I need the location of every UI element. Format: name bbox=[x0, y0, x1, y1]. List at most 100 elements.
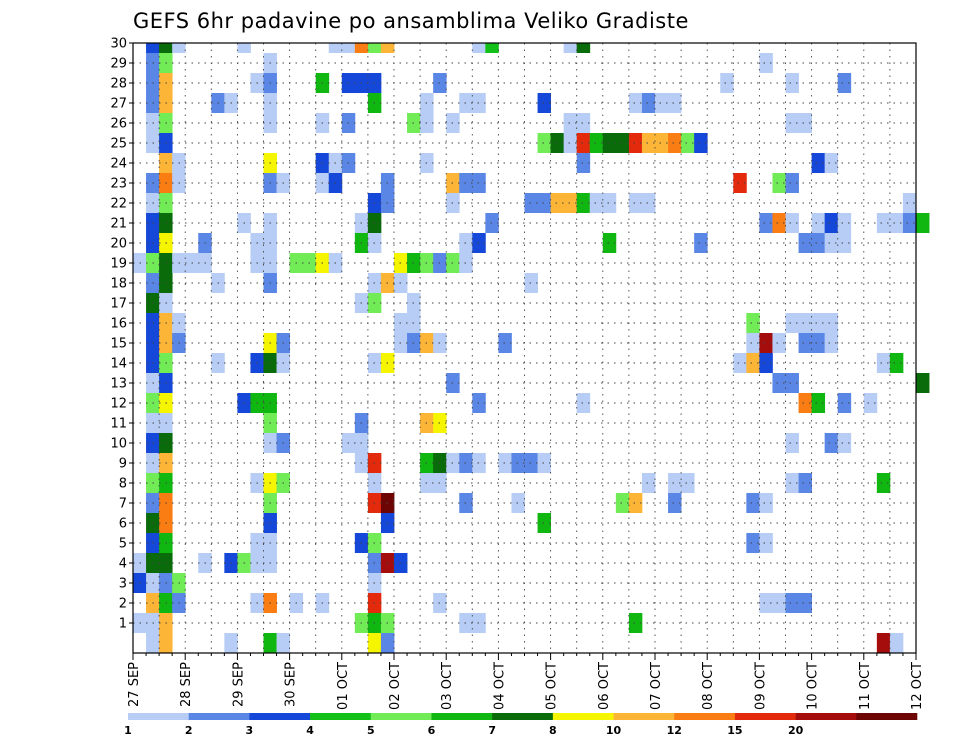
heatmap-cell bbox=[472, 393, 486, 413]
heatmap-cell bbox=[172, 43, 186, 53]
heatmap-cell bbox=[628, 93, 643, 113]
heatmap-cell bbox=[798, 233, 812, 253]
x-tick-label: 04 OCT bbox=[492, 662, 507, 710]
heatmap-cell bbox=[681, 133, 695, 153]
heatmap-cell bbox=[772, 333, 786, 353]
y-tick-label: 19 bbox=[110, 257, 127, 272]
heatmap-cell bbox=[785, 433, 799, 453]
colorbar-level-label: 15 bbox=[727, 724, 742, 737]
heatmap-cell bbox=[876, 213, 891, 233]
y-axis-ticks: 1234567891011121314151617181920212223242… bbox=[110, 37, 133, 632]
heatmap-cell bbox=[563, 133, 578, 153]
heatmap-cell bbox=[641, 193, 656, 213]
heatmap-cell bbox=[472, 43, 486, 53]
heatmap-cell bbox=[472, 93, 486, 113]
y-tick-label: 7 bbox=[119, 497, 127, 512]
heatmap-cell bbox=[576, 43, 591, 53]
colorbar-level-label: 12 bbox=[667, 724, 682, 737]
y-tick-label: 4 bbox=[119, 557, 127, 572]
colorbar-swatch bbox=[674, 713, 736, 720]
heatmap-cell bbox=[772, 373, 786, 393]
colorbar-swatch bbox=[128, 713, 189, 720]
heatmap-cell bbox=[602, 193, 617, 213]
heatmap-cell bbox=[824, 333, 839, 353]
heatmap-cell bbox=[916, 373, 930, 393]
heatmap-cell bbox=[563, 43, 578, 53]
heatmap-cell bbox=[889, 633, 904, 653]
x-tick-label: 03 OCT bbox=[440, 662, 455, 710]
heatmap-cell bbox=[785, 313, 799, 333]
colorbar-level-label: 6 bbox=[428, 724, 436, 737]
heatmap-cell bbox=[615, 133, 630, 153]
colorbar-level-label: 5 bbox=[367, 724, 375, 737]
colorbar-swatch bbox=[249, 713, 311, 720]
heatmap-cell bbox=[798, 593, 812, 613]
heatmap-cell bbox=[811, 233, 826, 253]
x-tick-label: 27 SEP bbox=[127, 662, 142, 707]
heatmap-cell bbox=[576, 133, 591, 153]
heatmap-cell bbox=[524, 193, 538, 213]
colorbar-swatch bbox=[795, 713, 857, 720]
heatmap-cell bbox=[876, 353, 891, 373]
y-tick-label: 24 bbox=[110, 157, 127, 172]
heatmap-cell bbox=[837, 233, 852, 253]
heatmap-cell bbox=[367, 633, 382, 653]
heatmap-cell bbox=[876, 473, 891, 493]
x-tick-label: 12 OCT bbox=[910, 662, 925, 710]
y-tick-label: 21 bbox=[110, 217, 127, 232]
heatmap-cell bbox=[746, 313, 760, 333]
heatmap-cell bbox=[537, 453, 551, 473]
x-tick-label: 11 OCT bbox=[858, 662, 873, 710]
heatmap-cell bbox=[498, 453, 512, 473]
heatmap-cell bbox=[824, 313, 839, 333]
y-tick-label: 8 bbox=[119, 477, 127, 492]
colorbar-swatch bbox=[310, 713, 372, 720]
y-tick-label: 23 bbox=[110, 177, 127, 192]
heatmap-cell bbox=[811, 213, 826, 233]
heatmap-cell bbox=[811, 393, 826, 413]
heatmap-cell bbox=[759, 493, 773, 513]
y-tick-label: 25 bbox=[110, 137, 127, 152]
heatmap-cell bbox=[524, 453, 538, 473]
heatmap-cell bbox=[485, 43, 499, 53]
colorbar: 1 2 3 4 5 6 7 8 10 12 15 20 bbox=[124, 713, 918, 737]
y-tick-label: 20 bbox=[110, 237, 127, 252]
colorbar-level-label: 8 bbox=[549, 724, 557, 737]
x-tick-label: 01 OCT bbox=[336, 662, 351, 710]
heatmap-cell bbox=[367, 43, 382, 53]
heatmap-cell bbox=[889, 213, 904, 233]
colorbar-swatch bbox=[734, 713, 796, 720]
x-tick-label: 09 OCT bbox=[753, 662, 768, 710]
heatmap-cell bbox=[811, 153, 826, 173]
heatmap-cell bbox=[785, 473, 799, 493]
heatmap-cell bbox=[524, 273, 538, 293]
heatmap-cell bbox=[798, 113, 812, 133]
heatmap-cell bbox=[589, 133, 604, 153]
colorbar-swatch bbox=[856, 713, 918, 720]
heatmap-cell bbox=[159, 43, 173, 53]
y-tick-label: 18 bbox=[110, 277, 127, 292]
heatmap-cell bbox=[576, 193, 591, 213]
heatmap-cell bbox=[746, 533, 760, 553]
heatmap-cell bbox=[224, 633, 238, 653]
heatmap-cell bbox=[655, 133, 669, 153]
heatmap-cell bbox=[785, 373, 799, 393]
heatmap-cell bbox=[837, 213, 852, 233]
heatmap-cell bbox=[759, 533, 773, 553]
heatmap-cell bbox=[798, 333, 812, 353]
colorbar-level-label: 1 bbox=[124, 724, 132, 737]
heatmap-cell bbox=[159, 633, 173, 653]
heatmap-cell bbox=[537, 93, 551, 113]
heatmap-cell bbox=[837, 393, 852, 413]
x-tick-label: 07 OCT bbox=[649, 662, 664, 710]
heatmap-cell bbox=[563, 113, 578, 133]
heatmap-cell bbox=[589, 193, 604, 213]
x-axis-ticks: 27 SEP 28 SEP 29 SEP 30 SEP 01 OCT 02 OCT 03 O… bbox=[127, 653, 925, 710]
y-tick-label: 11 bbox=[110, 417, 127, 432]
x-tick-label: 10 OCT bbox=[806, 662, 821, 710]
colorbar-swatch bbox=[492, 713, 554, 720]
y-tick-label: 13 bbox=[110, 377, 127, 392]
heatmap-cell bbox=[576, 393, 591, 413]
heatmap-cell bbox=[537, 133, 551, 153]
x-tick-label: 28 SEP bbox=[179, 662, 194, 707]
